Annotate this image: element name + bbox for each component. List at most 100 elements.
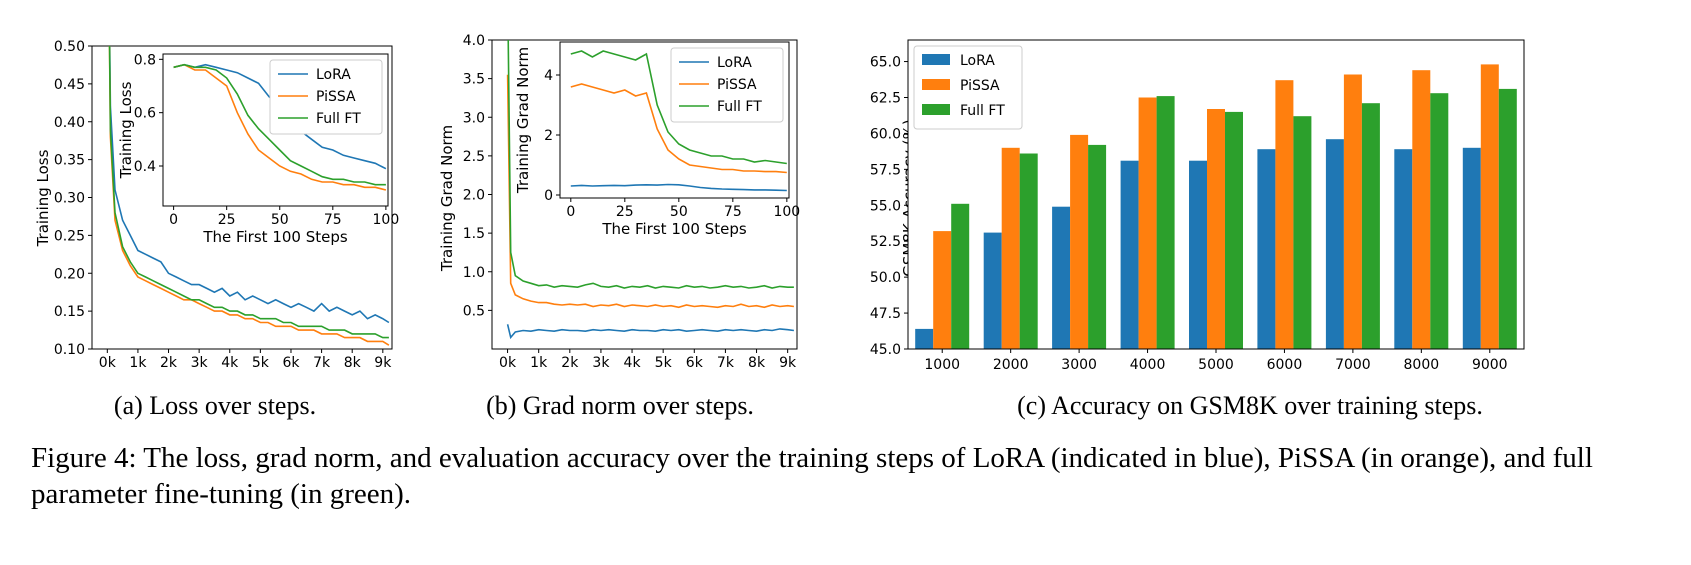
- loss-inset-ytick-label: 0.8: [134, 52, 156, 68]
- accuracy-ytick-label: 60.0: [870, 126, 901, 142]
- loss-xtick-label: 2k: [160, 355, 178, 371]
- bar-lora: [1325, 139, 1344, 349]
- bar-full-ft: [1225, 111, 1243, 350]
- accuracy-xtick-label: 4000: [1130, 357, 1166, 373]
- bar-lora: [1394, 149, 1413, 349]
- accuracy-legend-swatch: [922, 79, 950, 90]
- gradnorm-inset-xlabel: The First 100 Steps: [601, 220, 747, 238]
- loss-ytick-label: 0.10: [54, 342, 85, 358]
- accuracy-legend-label: Full FT: [960, 103, 1005, 119]
- loss-xtick-label: 1k: [129, 355, 147, 371]
- loss-xtick-label: 7k: [313, 355, 331, 371]
- figure-caption: Figure 4: The loss, grad norm, and evalu…: [31, 442, 1593, 510]
- loss-inset-line-full-ft: [173, 63, 386, 186]
- bar-pissa: [1070, 134, 1089, 349]
- gradnorm-xtick-label: 3k: [592, 355, 610, 371]
- loss-ytick-label: 0.25: [54, 228, 85, 244]
- accuracy-ytick-label: 45.0: [870, 342, 901, 358]
- loss-ytick-label: 0.40: [54, 115, 85, 131]
- gradnorm-legend-box: [670, 47, 784, 123]
- accuracy-ytick-label: 65.0: [870, 55, 901, 71]
- gradnorm-ytick-label: 2.0: [463, 188, 485, 204]
- loss-xtick-label: 8k: [344, 355, 362, 371]
- gradnorm-line-pissa: [506, 74, 795, 309]
- bar-lora: [1257, 149, 1276, 349]
- bar-pissa: [1343, 74, 1362, 349]
- accuracy-xtick-label: 9000: [1472, 357, 1508, 373]
- gradnorm-xtick-label: 7k: [717, 355, 735, 371]
- loss-legend-label: Full FT: [316, 111, 361, 127]
- gradnorm-legend-label: LoRA: [717, 55, 752, 71]
- gradnorm-xtick-label: 4k: [624, 355, 642, 371]
- loss-legend-box: [269, 59, 383, 135]
- bar-pissa: [1412, 70, 1431, 349]
- accuracy-xtick-label: 3000: [1061, 357, 1097, 373]
- gradnorm-line-full-ft: [507, 40, 794, 289]
- accuracy-xtick-label: 7000: [1335, 357, 1371, 373]
- bar-pissa: [1207, 109, 1225, 349]
- accuracy-ytick-label: 52.5: [870, 234, 901, 250]
- bar-lora: [1462, 147, 1481, 349]
- gradnorm-ytick-label: 3.0: [463, 110, 485, 126]
- bar-lora: [1120, 160, 1139, 349]
- loss-inset-ytick-label: 0.6: [134, 106, 156, 122]
- subcaption-b: (b) Grad norm over steps.: [486, 391, 754, 420]
- gradnorm-ytick-label: 4.0: [463, 33, 485, 49]
- gradnorm-inset-xtick-label: 75: [724, 204, 742, 220]
- gradnorm-line-lora: [506, 324, 795, 340]
- bar-full-ft: [1498, 88, 1517, 350]
- gradnorm-inset-ytick-label: 2: [544, 128, 553, 144]
- gradnorm-ytick-label: 1.5: [463, 226, 485, 242]
- gradnorm-xtick-label: 8k: [748, 355, 766, 371]
- accuracy-legend-swatch: [922, 104, 950, 115]
- gradnorm-xtick-label: 0k: [499, 355, 517, 371]
- bar-full-ft: [951, 203, 970, 349]
- gradnorm-xtick-label: 5k: [655, 355, 673, 371]
- loss-line-full-ft: [108, 46, 389, 339]
- loss-ytick-label: 0.15: [54, 304, 85, 320]
- gradnorm-inset-ylabel: Training Grad Norm: [514, 47, 532, 194]
- gradnorm-ytick-label: 3.5: [463, 72, 485, 88]
- loss-legend-label: LoRA: [316, 67, 351, 83]
- bar-pissa: [1138, 97, 1157, 349]
- bar-lora: [983, 232, 1002, 349]
- gradnorm-inset-line-full-ft: [570, 50, 787, 165]
- bar-lora: [915, 328, 934, 349]
- accuracy-ytick-label: 55.0: [870, 198, 901, 214]
- subcaption-c: (c) Accuracy on GSM8K over training step…: [1017, 391, 1483, 420]
- gradnorm-inset-xtick-label: 25: [616, 204, 634, 220]
- bar-pissa: [1275, 80, 1294, 349]
- gradnorm-inset-xtick-label: 100: [773, 204, 800, 220]
- loss-legend-label: PiSSA: [316, 89, 356, 105]
- loss-ytick-label: 0.50: [54, 39, 85, 55]
- gradnorm-xtick-label: 2k: [561, 355, 579, 371]
- loss-xtick-label: 6k: [282, 355, 300, 371]
- loss-inset-xlabel: The First 100 Steps: [202, 228, 348, 246]
- accuracy-xtick-label: 2000: [993, 357, 1029, 373]
- bar-pissa: [1480, 64, 1499, 350]
- loss-inset-xtick-label: 100: [373, 212, 400, 228]
- panel-grad-norm: Training Grad Norm 0.5 1.0 1.5 2.0 2.5 3.0 3.5…: [438, 33, 800, 420]
- figure-canvas: Training Loss 0.10 0.15 0.20 0.25 0.30 0.35 0.…: [34, 33, 1525, 420]
- panel-a-ylabel: Training Loss: [34, 149, 52, 247]
- bar-pissa: [1001, 147, 1020, 349]
- accuracy-legend-label: LoRA: [960, 53, 995, 69]
- loss-ytick-label: 0.20: [54, 266, 85, 282]
- gradnorm-legend-label: PiSSA: [717, 77, 757, 93]
- gradnorm-inset-ytick-label: 0: [544, 188, 553, 204]
- gradnorm-inset-line-pissa: [570, 83, 787, 174]
- loss-inset-ylabel: Training Loss: [117, 81, 135, 179]
- loss-ytick-label: 0.35: [54, 153, 85, 169]
- accuracy-xtick-label: 5000: [1198, 357, 1234, 373]
- loss-line-pissa: [108, 46, 390, 346]
- bar-full-ft: [1430, 93, 1449, 349]
- gradnorm-ytick-label: 2.5: [463, 149, 485, 165]
- loss-xtick-label: 9k: [374, 355, 392, 371]
- subcaption-a: (a) Loss over steps.: [114, 391, 316, 420]
- accuracy-legend-label: PiSSA: [960, 78, 1000, 94]
- gradnorm-ytick-label: 0.5: [463, 303, 485, 319]
- accuracy-ytick-label: 50.0: [870, 270, 901, 286]
- accuracy-ytick-label: 47.5: [870, 306, 901, 322]
- accuracy-xtick-label: 6000: [1267, 357, 1303, 373]
- bar-full-ft: [1156, 96, 1175, 349]
